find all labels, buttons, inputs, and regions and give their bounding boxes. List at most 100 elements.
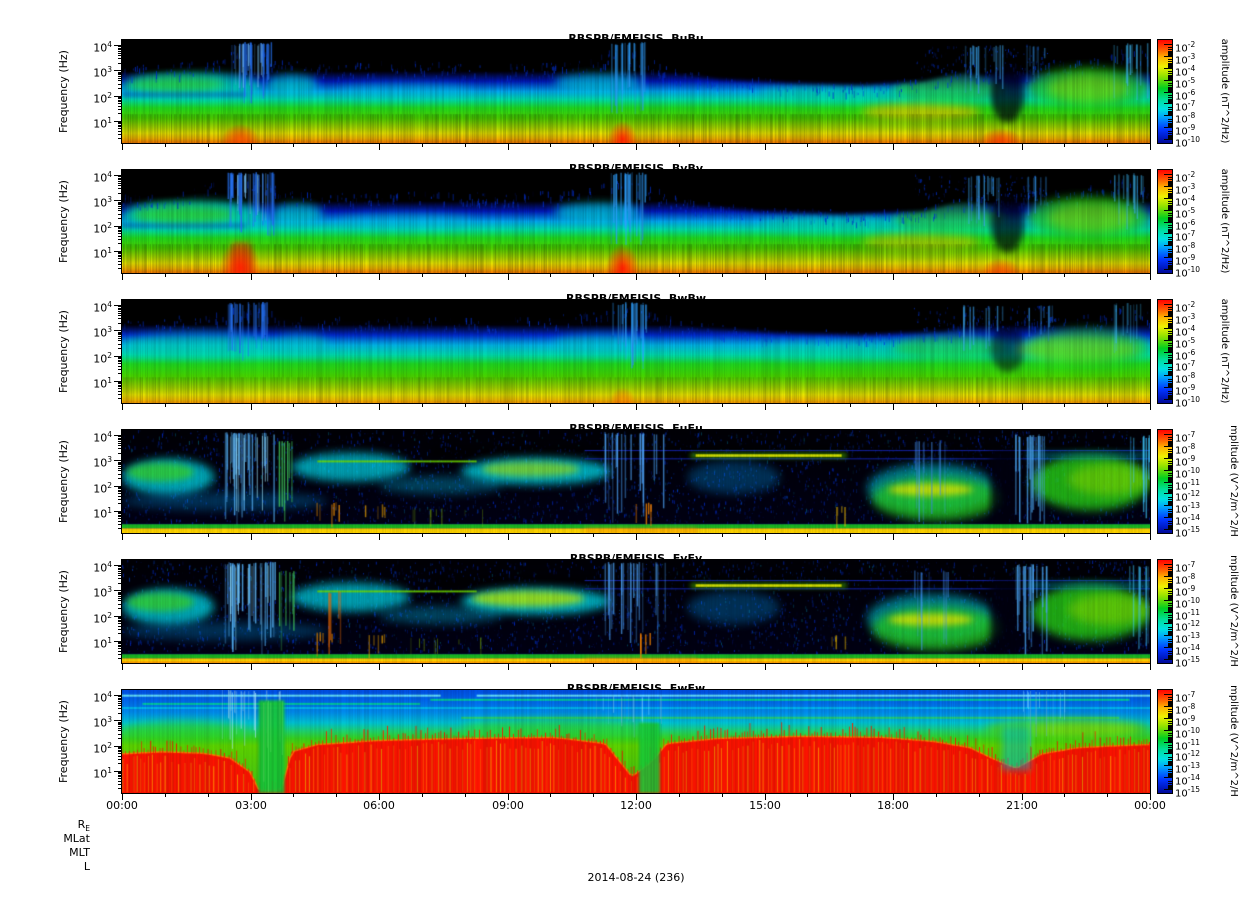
axis-tick — [722, 794, 723, 797]
axis-tick — [1150, 404, 1151, 410]
colorbar-tick-label: 10-4 — [1175, 324, 1196, 339]
axis-tick — [465, 794, 466, 797]
colorbar-label: mplitude (V^2/m^2/H — [1228, 555, 1239, 667]
axis-tick — [1022, 144, 1023, 150]
axis-tick — [1107, 664, 1108, 667]
axis-tick — [850, 664, 851, 667]
colorbar-tick-label: 10-13 — [1175, 501, 1200, 516]
panel-bwbw: RBSPB/EMFISIS BwBw Frequency (Hz) amplit… — [0, 292, 1248, 430]
spectrogram-canvas — [121, 689, 1151, 794]
panel-eueu: RBSPB/EMFISIS EuEu Frequency (Hz) mplitu… — [0, 422, 1248, 560]
axis-tick — [208, 144, 209, 147]
axis-tick — [765, 664, 766, 670]
axis-tick — [208, 664, 209, 667]
axis-tick — [208, 404, 209, 407]
x-tick-label: 15:00 — [749, 799, 781, 812]
axis-tick — [208, 794, 209, 797]
axis-tick — [422, 144, 423, 147]
axis-tick — [593, 404, 594, 407]
axis-tick — [593, 144, 594, 147]
colorbar-label: amplitude (nT^2/Hz) — [1219, 38, 1230, 144]
axis-tick — [936, 274, 937, 277]
axis-tick — [550, 664, 551, 667]
axis-tick — [807, 144, 808, 147]
colorbar-tick-label: 10-13 — [1175, 631, 1200, 646]
colorbar-tick-label: 10-11 — [1175, 478, 1200, 493]
y-tick-label: 103 — [93, 455, 112, 470]
axis-tick — [251, 144, 252, 150]
y-axis-label: Frequency (Hz) — [57, 180, 70, 263]
axis-tick — [336, 144, 337, 147]
colorbar-tick-label: 10-2 — [1175, 40, 1196, 55]
axis-tick — [122, 404, 123, 410]
y-tick-label: 104 — [93, 40, 112, 55]
axis-tick — [208, 274, 209, 277]
colorbar-tick-label: 10-7 — [1175, 229, 1196, 244]
y-tick-label: 102 — [93, 481, 112, 496]
axis-tick — [893, 664, 894, 670]
axis-tick — [1107, 144, 1108, 147]
axis-tick — [722, 404, 723, 407]
y-tick-label: 104 — [93, 170, 112, 185]
axis-tick — [936, 404, 937, 407]
axis-tick — [379, 534, 380, 540]
axis-tick — [1107, 534, 1108, 537]
axis-tick — [165, 534, 166, 537]
axis-tick — [422, 404, 423, 407]
axis-tick — [1022, 274, 1023, 280]
colorbar — [1157, 429, 1173, 534]
axis-tick — [550, 404, 551, 407]
axis-tick — [765, 144, 766, 150]
colorbar-tick-label: 10-6 — [1175, 348, 1196, 363]
axis-tick — [979, 274, 980, 277]
annotation-row-l: L — [83, 860, 90, 873]
colorbar-tick-label: 10-7 — [1175, 359, 1196, 374]
spectrogram-canvas — [121, 559, 1151, 664]
axis-tick — [336, 274, 337, 277]
axis-tick — [936, 794, 937, 797]
colorbar-tick-label: 10-2 — [1175, 170, 1196, 185]
colorbar-tick-label: 10-7 — [1175, 690, 1196, 705]
x-tick-label: 12:00 — [620, 799, 652, 812]
colorbar-tick-label: 10-6 — [1175, 218, 1196, 233]
axis-tick — [636, 274, 637, 280]
colorbar-label: mplitude (V^2/m^2/H — [1228, 425, 1239, 537]
colorbar-tick-label: 10-4 — [1175, 64, 1196, 79]
y-tick-label: 104 — [93, 560, 112, 575]
axis-tick — [336, 664, 337, 667]
panel-evev: RBSPB/EMFISIS EvEv Frequency (Hz) mplitu… — [0, 552, 1248, 690]
axis-tick — [893, 144, 894, 150]
y-tick-label: 103 — [93, 585, 112, 600]
annotation-row-mlt: MLT — [69, 846, 90, 859]
colorbar-tick-label: 10-3 — [1175, 182, 1196, 197]
y-tick-label: 101 — [93, 116, 112, 131]
axis-tick — [850, 794, 851, 797]
colorbar-tick-label: 10-10 — [1175, 726, 1200, 741]
axis-tick — [1064, 404, 1065, 407]
axis-tick — [979, 404, 980, 407]
axis-tick — [765, 534, 766, 540]
colorbar-tick-label: 10-5 — [1175, 206, 1196, 221]
spectrogram-canvas — [121, 169, 1151, 274]
axis-tick — [1064, 664, 1065, 667]
axis-tick — [679, 664, 680, 667]
axis-tick — [1107, 794, 1108, 797]
axis-tick — [1022, 534, 1023, 540]
colorbar-tick-label: 10-14 — [1175, 643, 1200, 658]
axis-tick — [122, 144, 123, 150]
colorbar — [1157, 169, 1173, 274]
axis-tick — [550, 794, 551, 797]
axis-tick — [422, 274, 423, 277]
axis-tick — [122, 274, 123, 280]
y-axis-label: Frequency (Hz) — [57, 570, 70, 653]
axis-tick — [1150, 664, 1151, 670]
colorbar-tick-label: 10-6 — [1175, 88, 1196, 103]
annotation-row-mlat: MLat — [63, 832, 90, 845]
y-tick-label: 103 — [93, 715, 112, 730]
axis-tick — [593, 794, 594, 797]
colorbar — [1157, 39, 1173, 144]
colorbar-tick-label: 10-12 — [1175, 619, 1200, 634]
axis-tick — [293, 534, 294, 537]
axis-tick — [165, 664, 166, 667]
axis-tick — [165, 144, 166, 147]
